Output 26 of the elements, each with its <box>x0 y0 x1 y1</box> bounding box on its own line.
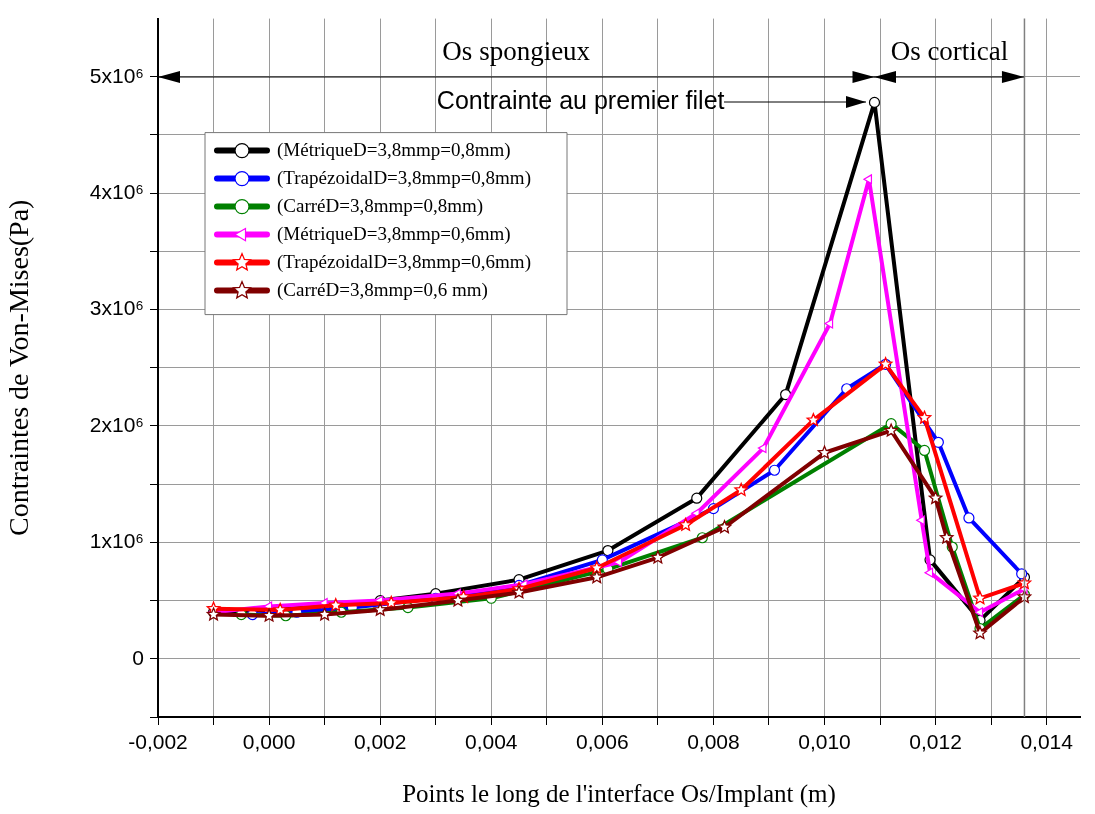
y-tick-label: 3x10⁶ <box>89 296 144 320</box>
legend-label: (CarréD=3,8mmp=0,8mm) <box>277 194 484 217</box>
x-tick-label: 0,008 <box>687 730 740 754</box>
x-tick-label: 0,014 <box>1020 730 1074 754</box>
legend-label: (CarréD=3,8mmp=0,6 mm) <box>277 278 488 301</box>
y-tick-label: 1x10⁶ <box>89 529 144 553</box>
annotation: Os cortical <box>890 36 1009 67</box>
x-tick-label: 0,010 <box>798 730 851 754</box>
legend-label: (MétriqueD=3,8mmp=0,8mm) <box>277 138 511 161</box>
legend-label: (MétriqueD=3,8mmp=0,6mm) <box>277 222 511 245</box>
annotation: Os spongieux <box>442 36 591 67</box>
x-tick-label: 0,012 <box>909 730 962 754</box>
y-tick-label: 4x10⁶ <box>89 180 144 203</box>
x-tick-label: -0,002 <box>128 730 188 754</box>
x-tick-label: 0,004 <box>464 730 518 754</box>
y-tick-label: 5x10⁶ <box>89 63 144 87</box>
legend-label: (TrapézoidalD=3,8mmp=0,6mm) <box>277 250 531 273</box>
x-tick-label: 0,000 <box>242 730 296 754</box>
legend-label: (TrapézoidalD=3,8mmp=0,8mm) <box>277 166 531 189</box>
x-axis-title: Points le long de l'interface Os/Implant (m) <box>402 779 836 808</box>
x-tick-label: 0,002 <box>353 730 407 754</box>
y-axis-title: Contraintes de Von-Mises(Pa) <box>3 199 35 537</box>
annotation: Contrainte au premier filet <box>436 86 725 115</box>
y-tick-label: 2x10⁶ <box>89 412 144 436</box>
x-tick-label: 0,006 <box>576 730 629 754</box>
y-tick-label: 0 <box>132 645 144 669</box>
